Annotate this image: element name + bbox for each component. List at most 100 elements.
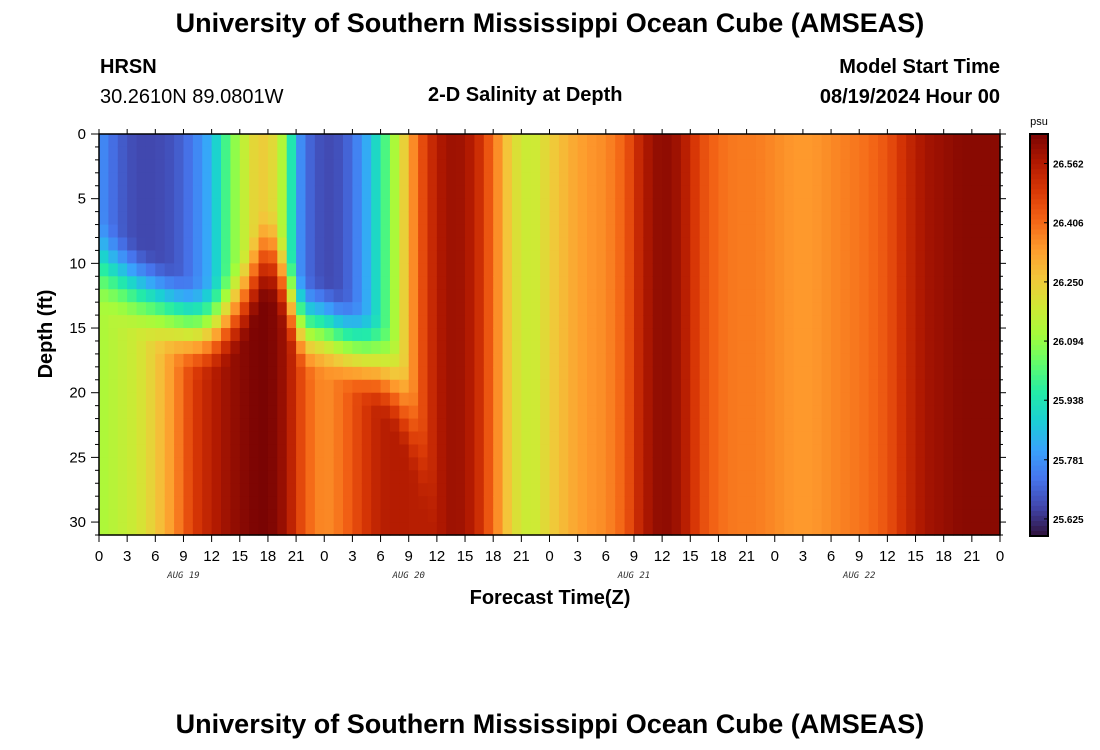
heatmap-cell (934, 212, 944, 226)
heatmap-cell (399, 134, 409, 148)
heatmap-cell (953, 212, 963, 226)
heatmap-cell (427, 457, 437, 471)
heatmap-cell (962, 237, 972, 251)
heatmap-cell (127, 263, 137, 277)
heatmap-cell (596, 522, 606, 536)
y-tick-label: 10 (69, 255, 86, 272)
heatmap-cell (230, 483, 240, 497)
heatmap-cell (249, 509, 259, 523)
heatmap-cell (249, 225, 259, 239)
heatmap-cell (625, 509, 635, 523)
heatmap-cell (625, 212, 635, 226)
heatmap-cell (991, 225, 1001, 239)
heatmap-cell (362, 315, 372, 329)
heatmap-cell (981, 328, 991, 342)
heatmap-cell (878, 354, 888, 368)
heatmap-cell (625, 263, 635, 277)
heatmap-cell (521, 225, 531, 239)
heatmap-cell (737, 444, 747, 458)
heatmap-cell (737, 173, 747, 187)
heatmap-cell (315, 225, 325, 239)
heatmap-cell (221, 147, 231, 161)
heatmap-cell (615, 380, 625, 394)
heatmap-cell (343, 393, 353, 407)
heatmap-cell (503, 522, 513, 536)
heatmap-cell (183, 237, 193, 251)
heatmap-cell (840, 419, 850, 433)
heatmap-cell (568, 367, 578, 381)
heatmap-cell (352, 199, 362, 213)
heatmap-cell (981, 173, 991, 187)
x-tick-label: 15 (231, 548, 248, 565)
heatmap-cell (869, 263, 879, 277)
heatmap-cell (765, 393, 775, 407)
heatmap-cell (409, 341, 419, 355)
heatmap-cell (747, 160, 757, 174)
heatmap-cell (859, 276, 869, 290)
heatmap-cell (399, 406, 409, 420)
heatmap-cell (765, 457, 775, 471)
heatmap-cell (606, 509, 616, 523)
heatmap-cell (99, 302, 109, 316)
heatmap-cell (643, 147, 653, 161)
heatmap-cell (596, 419, 606, 433)
heatmap-cell (737, 212, 747, 226)
heatmap-cell (812, 263, 822, 277)
heatmap-cell (550, 341, 560, 355)
heatmap-cell (305, 160, 315, 174)
heatmap-cell (559, 212, 569, 226)
heatmap-cell (137, 160, 147, 174)
heatmap-cell (540, 173, 550, 187)
heatmap-cell (747, 457, 757, 471)
heatmap-cell (409, 444, 419, 458)
heatmap-cell (193, 432, 203, 446)
heatmap-cell (869, 289, 879, 303)
heatmap-cell (643, 289, 653, 303)
heatmap-cell (202, 354, 212, 368)
heatmap-cell (962, 250, 972, 264)
heatmap-cell (352, 237, 362, 251)
heatmap-cell (625, 470, 635, 484)
heatmap-cell (137, 250, 147, 264)
heatmap-cell (465, 263, 475, 277)
heatmap-cell (221, 237, 231, 251)
heatmap-cell (944, 328, 954, 342)
heatmap-cell (925, 406, 935, 420)
heatmap-cell (465, 393, 475, 407)
heatmap-cell (916, 276, 926, 290)
heatmap-cell (606, 225, 616, 239)
heatmap-cell (381, 186, 391, 200)
heatmap-cell (653, 341, 663, 355)
heatmap-cell (259, 212, 269, 226)
heatmap-cell (596, 444, 606, 458)
heatmap-cell (315, 160, 325, 174)
heatmap-cell (775, 186, 785, 200)
heatmap-cell (643, 522, 653, 536)
heatmap-cell (568, 199, 578, 213)
heatmap-cell (587, 432, 597, 446)
heatmap-cell (183, 406, 193, 420)
heatmap-cell (962, 444, 972, 458)
heatmap-cell (850, 225, 860, 239)
heatmap-cell (897, 263, 907, 277)
heatmap-cell (925, 393, 935, 407)
heatmap-cell (277, 483, 287, 497)
heatmap-cell (625, 147, 635, 161)
heatmap-cell (381, 199, 391, 213)
heatmap-cell (794, 496, 804, 510)
heatmap-cell (690, 380, 700, 394)
heatmap-cell (869, 444, 879, 458)
colorbar-segment (1030, 229, 1048, 235)
heatmap-cell (662, 263, 672, 277)
heatmap-cell (287, 199, 297, 213)
heatmap-cell (334, 212, 344, 226)
heatmap-cell (277, 522, 287, 536)
heatmap-cell (183, 457, 193, 471)
heatmap-cell (606, 341, 616, 355)
heatmap-cell (315, 444, 325, 458)
heatmap-cell (446, 134, 456, 148)
heatmap-cell (634, 367, 644, 381)
heatmap-cell (155, 225, 165, 239)
heatmap-cell (925, 237, 935, 251)
heatmap-cell (916, 134, 926, 148)
